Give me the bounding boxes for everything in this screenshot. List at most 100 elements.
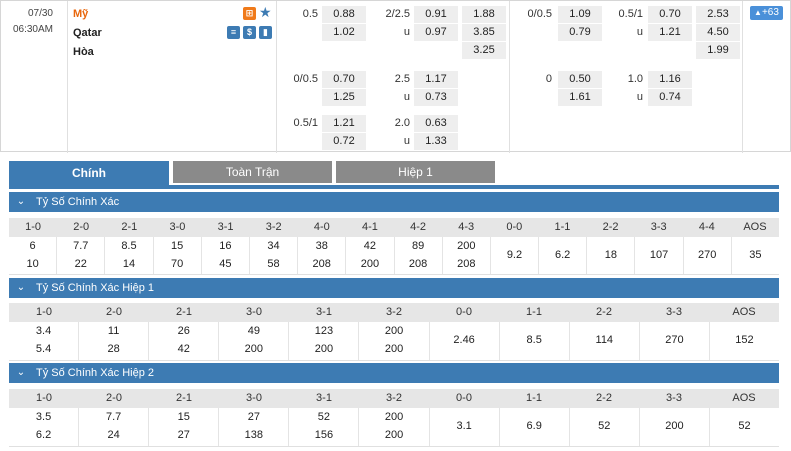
home-odds[interactable]: 200 [384,411,404,423]
home-team[interactable]: Mỹ [73,8,89,20]
score-odds-cell[interactable]: 6.9 [500,408,570,446]
draw-odds[interactable]: 200 [665,420,684,432]
score-odds-cell[interactable]: 52 156 [289,408,360,446]
odds-cell[interactable]: 1.33 [414,133,458,150]
draw-odds[interactable]: 107 [649,249,669,261]
score-odds-cell[interactable]: 42 200 [346,237,395,274]
odds-cell[interactable]: 2.53 [696,6,740,23]
away-odds[interactable]: 27 [177,429,190,441]
away-team[interactable]: Qatar [73,27,102,39]
home-odds[interactable]: 123 [314,325,334,337]
score-odds-cell[interactable]: 11 28 [79,322,150,360]
odds-cell[interactable]: 1.02 [322,24,366,41]
field-icon[interactable]: ⊞ [243,7,256,20]
odds-cell[interactable]: 0.73 [414,89,458,106]
home-odds[interactable]: 49 [247,325,260,337]
score-odds-cell[interactable]: 200 200 [359,408,430,446]
score-odds-cell[interactable]: 6 10 [9,237,58,274]
score-odds-cell[interactable]: 270 [640,322,710,360]
score-odds-cell[interactable]: 3.1 [430,408,500,446]
chart-icon[interactable]: ▮ [259,26,272,39]
home-odds[interactable]: 16 [219,240,232,252]
draw-odds[interactable]: 2.46 [453,334,475,346]
home-odds[interactable]: 200 [384,325,404,337]
home-odds[interactable]: 26 [177,325,190,337]
tab-full-match[interactable]: Toàn Trận [173,161,332,183]
score-odds-cell[interactable]: 9.2 [491,237,540,274]
away-odds[interactable]: 200 [384,343,404,355]
away-odds[interactable]: 208 [408,258,428,270]
home-odds[interactable]: 8.5 [121,240,137,252]
home-odds[interactable]: 52 [317,411,331,423]
score-odds-cell[interactable]: 3.5 6.2 [9,408,80,446]
away-odds[interactable]: 208 [457,258,476,270]
score-odds-cell[interactable]: 7.7 24 [79,408,150,446]
tab-main[interactable]: Chính [9,161,169,187]
home-odds[interactable]: 15 [171,240,184,252]
draw-odds[interactable]: 8.5 [526,334,542,346]
home-odds[interactable]: 42 [363,240,377,252]
draw-odds[interactable]: 3.1 [456,420,472,432]
odds-cell[interactable]: 1.21 [648,24,692,41]
draw-odds[interactable]: 18 [604,249,617,261]
away-odds[interactable]: 208 [312,258,331,270]
score-odds-cell[interactable]: 6.2 [539,237,588,274]
away-odds[interactable]: 5.4 [35,343,52,355]
odds-cell[interactable]: 4.50 [696,24,740,41]
away-odds[interactable]: 156 [314,429,334,441]
home-odds[interactable]: 3.4 [35,325,52,337]
stats-icon[interactable]: ≡ [227,26,240,39]
away-odds[interactable]: 200 [360,258,380,270]
score-odds-cell[interactable]: 52 [570,408,640,446]
away-odds[interactable]: 14 [122,258,136,270]
score-odds-cell[interactable]: 49 200 [219,322,290,360]
draw-odds[interactable]: 152 [735,334,754,346]
draw-odds[interactable]: 52 [738,420,751,432]
odds-cell[interactable]: 0.50 [558,71,602,88]
odds-cell[interactable]: 0.70 [322,71,366,88]
tab-first-half[interactable]: Hiệp 1 [336,161,495,183]
home-odds[interactable]: 3.5 [35,411,52,423]
score-odds-cell[interactable]: 200 [640,408,710,446]
odds-cell[interactable]: 0.63 [414,115,458,132]
home-odds[interactable]: 34 [267,240,280,252]
odds-cell[interactable]: 0.74 [648,89,692,106]
star-icon[interactable]: ★ [259,4,272,20]
away-odds[interactable]: 42 [177,343,190,355]
odds-cell[interactable]: 1.25 [322,89,366,106]
score-odds-cell[interactable]: 38 208 [298,237,347,274]
home-odds[interactable]: 15 [177,411,190,423]
home-odds[interactable]: 7.7 [105,411,122,423]
score-odds-cell[interactable]: 270 [684,237,732,274]
score-odds-cell[interactable]: 8.5 [500,322,570,360]
away-odds[interactable]: 28 [107,343,120,355]
score-odds-cell[interactable]: 123 200 [289,322,360,360]
score-odds-cell[interactable]: 200 200 [359,322,430,360]
draw-odds[interactable]: 6.9 [526,420,542,432]
score-odds-cell[interactable]: 15 27 [149,408,220,446]
away-odds[interactable]: 70 [171,258,184,270]
away-odds[interactable]: 22 [74,258,87,270]
away-odds[interactable]: 200 [384,429,404,441]
draw-odds[interactable]: 9.2 [506,249,523,261]
home-odds[interactable]: 6 [29,240,36,252]
away-odds[interactable]: 200 [244,343,263,355]
draw-odds[interactable]: 270 [665,334,684,346]
home-odds[interactable]: 38 [315,240,328,252]
score-odds-cell[interactable]: 114 [570,322,640,360]
away-odds[interactable]: 45 [219,258,232,270]
draw-odds[interactable]: 6.2 [555,249,571,261]
score-odds-cell[interactable]: 35 [732,237,779,274]
odds-cell[interactable]: 1.09 [558,6,602,23]
away-odds[interactable]: 10 [26,258,39,270]
score-odds-cell[interactable]: 26 42 [149,322,220,360]
home-odds[interactable]: 89 [411,240,425,252]
odds-cell[interactable]: 3.85 [462,24,506,41]
score-odds-cell[interactable]: 27 138 [219,408,290,446]
odds-cell[interactable]: 0.79 [558,24,602,41]
draw-odds[interactable]: 114 [595,334,614,346]
odds-cell[interactable]: 0.88 [322,6,366,23]
score-odds-cell[interactable]: 8.5 14 [105,237,154,274]
more-odds-badge[interactable]: ▲+63 [750,6,783,20]
home-odds[interactable]: 27 [247,411,260,423]
